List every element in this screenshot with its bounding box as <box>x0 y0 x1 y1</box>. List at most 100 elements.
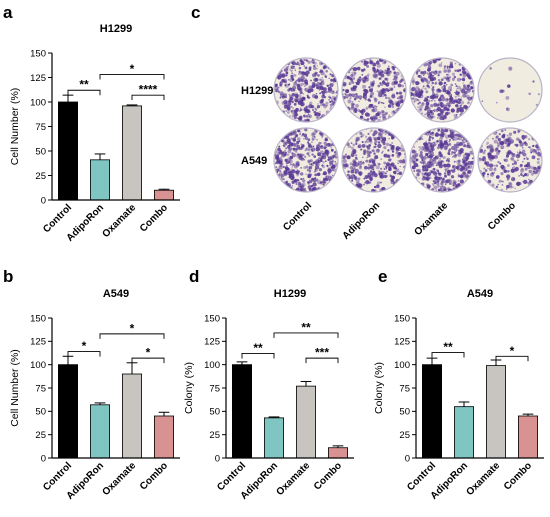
significance-bracket <box>99 333 165 339</box>
y-tick-label: 150 <box>204 313 220 324</box>
y-axis-label: Cell Number (%) <box>9 88 21 166</box>
y-tick-label: 125 <box>204 337 220 348</box>
plate-rim <box>477 127 543 193</box>
y-tick-label: 100 <box>30 360 46 371</box>
column-label-adiporon: AdipoRon <box>341 200 383 242</box>
significance-bracket <box>431 352 465 358</box>
x-tick-label: Combo <box>312 460 344 492</box>
significance-bracket <box>131 94 165 101</box>
column-label-control: Control <box>281 200 314 233</box>
significance-label: * <box>82 339 87 353</box>
row-label-a549: A549 <box>241 155 267 167</box>
x-tick-label: Oxamate <box>100 202 138 240</box>
chart-title: H1299 <box>274 288 306 300</box>
y-tick-label: 150 <box>30 313 46 324</box>
plate-h1299-combo <box>477 57 543 123</box>
significance-bracket <box>99 74 165 80</box>
panel-letter: e <box>378 267 387 286</box>
y-tick-label: 50 <box>35 407 46 418</box>
plate-rim <box>341 127 407 193</box>
y-axis-label: Colony (%) <box>373 362 385 414</box>
plate-a549-control <box>273 127 339 193</box>
significance-label: *** <box>315 346 329 360</box>
plate-rim <box>409 127 475 193</box>
significance-label: * <box>130 321 135 335</box>
plate-a549-oxamate <box>409 127 475 193</box>
y-tick-label: 100 <box>204 360 220 371</box>
significance-label: ** <box>79 78 89 92</box>
significance-bracket <box>67 351 101 357</box>
y-tick-label: 125 <box>394 337 410 348</box>
y-tick-label: 75 <box>399 383 410 394</box>
bar-oxamate <box>485 365 506 459</box>
plate-rim <box>409 57 475 123</box>
y-tick-label: 75 <box>209 383 220 394</box>
significance-label: * <box>146 346 151 360</box>
significance-label: ** <box>301 320 311 334</box>
x-tick-label: Oxamate <box>464 460 502 498</box>
panel-letter: d <box>189 267 199 286</box>
chart-title: A549 <box>103 288 129 300</box>
significance-label: * <box>130 62 135 76</box>
bar-adiporon <box>263 417 284 459</box>
significance-bracket <box>495 355 529 362</box>
y-tick-label: 0 <box>41 453 46 464</box>
y-tick-label: 50 <box>209 407 220 418</box>
bar-adiporon <box>90 404 111 459</box>
plate-h1299-oxamate <box>409 57 475 123</box>
chart-title: A549 <box>467 288 493 300</box>
bar-oxamate <box>122 373 143 459</box>
significance-bracket <box>67 89 101 96</box>
colony-dots <box>342 128 406 192</box>
plate-h1299-control <box>273 57 339 123</box>
column-label-combo: Combo <box>486 200 518 232</box>
y-axis-label: Cell Number (%) <box>9 349 21 427</box>
significance-label: * <box>510 344 515 358</box>
y-tick-label: 100 <box>30 97 46 108</box>
y-tick-label: 25 <box>35 430 46 441</box>
significance-bracket <box>241 353 275 359</box>
y-tick-label: 50 <box>35 146 46 157</box>
significance-label: ** <box>443 340 453 354</box>
colony-panel: c H1299 A549 Control AdipoRon Oxamate Combo <box>191 3 543 242</box>
y-tick-label: 75 <box>35 383 46 394</box>
plate-a549-combo <box>477 127 543 193</box>
bar-oxamate <box>295 385 316 459</box>
colony-dots <box>478 129 542 192</box>
x-tick-label: Combo <box>138 460 170 492</box>
y-tick-label: 75 <box>35 122 46 133</box>
plate-rim <box>477 57 543 123</box>
plate-h1299-adiporon <box>341 57 407 123</box>
row-label-h1299: H1299 <box>241 85 273 97</box>
colony-dots <box>481 66 540 112</box>
bar-control <box>231 364 252 459</box>
y-tick-label: 0 <box>405 453 410 464</box>
x-tick-label: Combo <box>502 460 534 492</box>
x-tick-label: Combo <box>138 202 170 234</box>
y-tick-label: 150 <box>30 48 46 59</box>
significance-bracket <box>131 357 165 364</box>
y-tick-label: 150 <box>394 313 410 324</box>
y-tick-label: 25 <box>35 171 46 182</box>
colony-dots <box>274 128 338 192</box>
y-tick-label: 25 <box>209 430 220 441</box>
plate-rim <box>273 127 339 193</box>
panel-letter: c <box>191 3 200 22</box>
plate-a549-adiporon <box>341 127 407 193</box>
y-tick-label: 25 <box>399 430 410 441</box>
bar-adiporon <box>90 159 111 201</box>
colony-dots <box>342 58 406 122</box>
x-tick-label: Oxamate <box>274 460 312 498</box>
y-tick-label: 125 <box>30 73 46 84</box>
chart-title: H1299 <box>100 23 132 35</box>
y-tick-label: 0 <box>215 453 220 464</box>
bar-combo <box>153 415 174 459</box>
y-tick-label: 50 <box>399 407 410 418</box>
column-label-oxamate: Oxamate <box>412 200 450 238</box>
colony-dots <box>274 58 338 122</box>
plate-rim <box>273 57 339 123</box>
